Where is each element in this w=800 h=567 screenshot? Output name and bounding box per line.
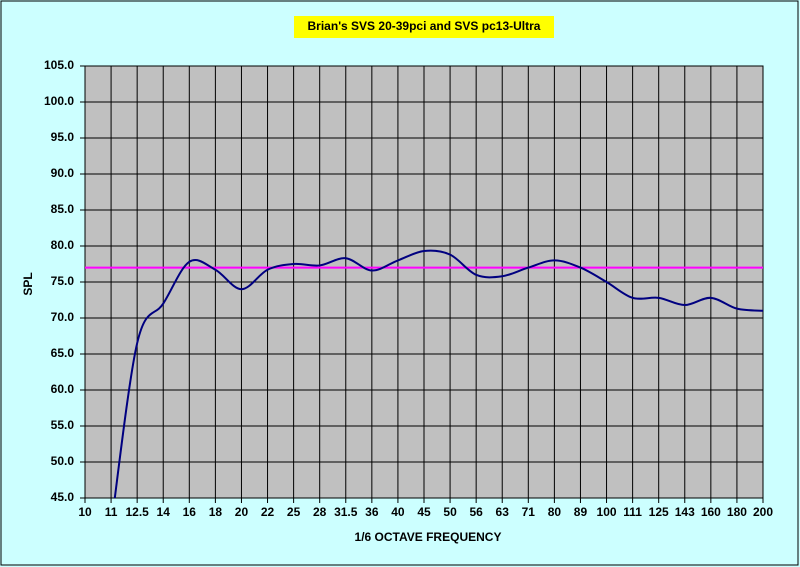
- x-tick-label: 63: [496, 505, 510, 519]
- y-axis-title: SPL: [21, 272, 35, 295]
- x-tick-label: 36: [365, 505, 379, 519]
- title-box: [294, 16, 554, 38]
- x-tick-label: 111: [623, 505, 642, 519]
- x-tick-label: 160: [701, 505, 721, 519]
- x-tick-label: 45: [417, 505, 431, 519]
- y-tick-label: 105.0: [44, 58, 74, 72]
- y-tick-label: 80.0: [51, 238, 75, 252]
- y-tick-label: 65.0: [51, 346, 75, 360]
- x-tick-label: 71: [522, 505, 536, 519]
- x-tick-label: 20: [235, 505, 249, 519]
- x-tick-label: 18: [209, 505, 223, 519]
- x-tick-label: 28: [313, 505, 327, 519]
- x-tick-label: 100: [597, 505, 617, 519]
- x-tick-label: 143: [675, 505, 695, 519]
- x-tick-label: 56: [469, 505, 483, 519]
- y-tick-label: 60.0: [51, 382, 75, 396]
- x-tick-label: 40: [391, 505, 405, 519]
- x-tick-label: 89: [574, 505, 588, 519]
- y-tick-label: 85.0: [51, 202, 75, 216]
- y-tick-label: 75.0: [51, 274, 75, 288]
- x-axis-title: 1/6 OCTAVE FREQUENCY: [355, 530, 502, 544]
- chart-title: Brian's SVS 20-39pci and SVS pc13-Ultra: [308, 19, 541, 33]
- x-tick-label: 16: [183, 505, 197, 519]
- x-tick-label: 180: [727, 505, 747, 519]
- x-tick-label: 200: [753, 505, 773, 519]
- y-tick-label: 100.0: [44, 94, 74, 108]
- x-tick-label: 22: [261, 505, 275, 519]
- y-tick-label: 90.0: [51, 166, 75, 180]
- x-tick-label: 80: [548, 505, 562, 519]
- x-tick-label: 10: [78, 505, 92, 519]
- y-tick-label: 70.0: [51, 310, 75, 324]
- plot-frame: [84, 65, 764, 499]
- y-tick-label: 45.0: [51, 490, 75, 504]
- x-tick-label: 50: [443, 505, 457, 519]
- y-tick-label: 95.0: [51, 130, 75, 144]
- y-tick-label: 55.0: [51, 418, 75, 432]
- x-tick-label: 125: [649, 505, 669, 519]
- x-tick-label: 14: [157, 505, 171, 519]
- x-tick-label: 25: [287, 505, 301, 519]
- x-tick-label: 12.5: [125, 505, 149, 519]
- x-tick-label: 31.5: [334, 505, 358, 519]
- y-tick-label: 50.0: [51, 454, 75, 468]
- data-line: [113, 249, 763, 498]
- x-tick-label: 11: [105, 505, 118, 519]
